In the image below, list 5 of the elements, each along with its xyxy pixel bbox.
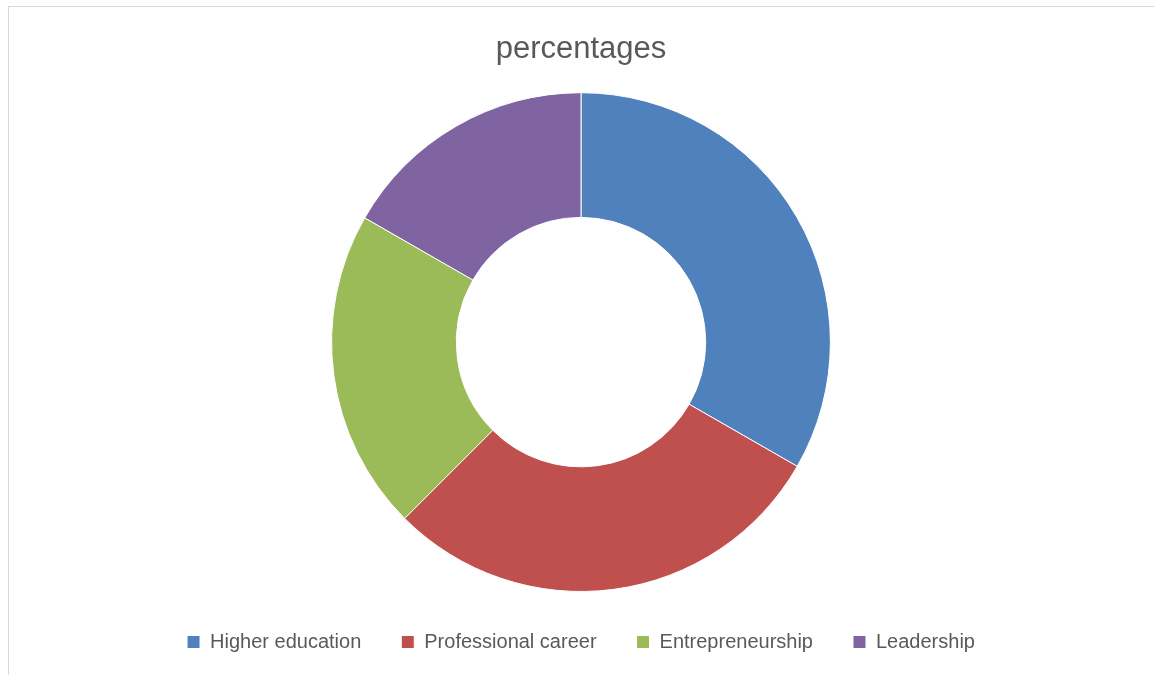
legend-label: Professional career	[424, 629, 597, 652]
legend-label: Higher education	[210, 629, 362, 652]
legend-label: Entrepreneurship	[659, 629, 813, 652]
chart-title: percentages	[495, 30, 667, 66]
legend-label: Leadership	[875, 629, 975, 652]
